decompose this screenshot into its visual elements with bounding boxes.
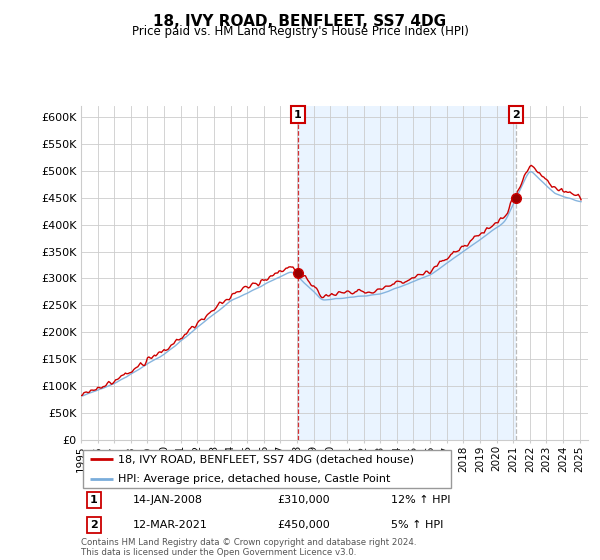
Text: £310,000: £310,000 xyxy=(277,495,330,505)
Text: 12-MAR-2021: 12-MAR-2021 xyxy=(133,520,208,530)
Text: HPI: Average price, detached house, Castle Point: HPI: Average price, detached house, Cast… xyxy=(118,474,391,484)
Text: 14-JAN-2008: 14-JAN-2008 xyxy=(133,495,203,505)
Text: Contains HM Land Registry data © Crown copyright and database right 2024.
This d: Contains HM Land Registry data © Crown c… xyxy=(81,538,416,557)
Text: 1: 1 xyxy=(294,110,302,120)
Text: 12% ↑ HPI: 12% ↑ HPI xyxy=(391,495,450,505)
Text: 5% ↑ HPI: 5% ↑ HPI xyxy=(391,520,443,530)
Text: 18, IVY ROAD, BENFLEET, SS7 4DG: 18, IVY ROAD, BENFLEET, SS7 4DG xyxy=(154,14,446,29)
Text: Price paid vs. HM Land Registry's House Price Index (HPI): Price paid vs. HM Land Registry's House … xyxy=(131,25,469,38)
Bar xyxy=(298,106,516,440)
Text: 1: 1 xyxy=(90,495,98,505)
FancyBboxPatch shape xyxy=(83,450,451,488)
Text: 18, IVY ROAD, BENFLEET, SS7 4DG (detached house): 18, IVY ROAD, BENFLEET, SS7 4DG (detache… xyxy=(118,454,414,464)
Text: £450,000: £450,000 xyxy=(277,520,330,530)
Text: 2: 2 xyxy=(90,520,98,530)
Text: 2: 2 xyxy=(512,110,520,120)
